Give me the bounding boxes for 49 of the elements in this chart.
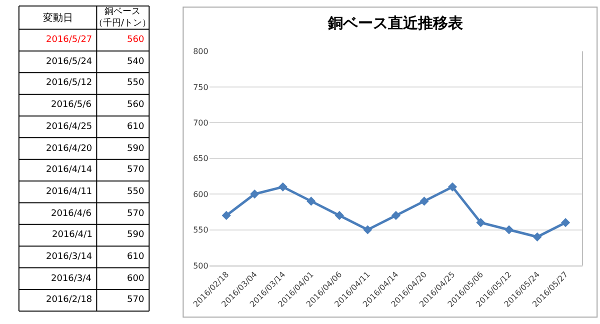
y-tick-label: 700 (193, 118, 208, 128)
text: 変動日 (43, 12, 73, 24)
text: 540 (127, 57, 144, 67)
text: 2016/5/27 (46, 35, 92, 45)
y-tick-label: 550 (193, 226, 208, 235)
text: 2016/4/1 (52, 230, 92, 240)
point (306, 196, 316, 206)
point (278, 182, 288, 192)
text: 2016/5/24 (46, 57, 92, 67)
text: 銅ベース（千円/トン） (94, 6, 152, 29)
text: 570 (127, 295, 144, 305)
point (448, 182, 458, 192)
text: 2016/5/12 (46, 78, 92, 88)
text: 570 (127, 165, 144, 175)
y-tick-label: 500 (193, 261, 208, 270)
text: 2016/3/14 (46, 252, 92, 262)
text: 570 (127, 209, 144, 219)
text: 2016/5/6 (51, 100, 92, 110)
point (334, 210, 344, 220)
chart-title: 銅ベース直近推移表 (327, 14, 464, 32)
text: 560 (127, 100, 144, 110)
text: 2016/2/18 (46, 295, 92, 305)
text: 2016/4/14 (46, 165, 92, 175)
text: 590 (127, 144, 144, 154)
y-tick-label: 650 (193, 154, 208, 164)
text: 590 (127, 230, 144, 240)
point (420, 196, 429, 206)
text: 550 (127, 78, 144, 88)
text: 2016/4/20 (46, 144, 92, 154)
y-tick-label: 600 (193, 190, 208, 199)
text: 560 (127, 35, 144, 45)
point (504, 225, 514, 234)
point (222, 210, 231, 220)
y-tick-label: 750 (193, 82, 208, 92)
text: 2016/4/6 (51, 209, 92, 219)
text: 600 (127, 274, 144, 284)
y-tick-label: 800 (193, 47, 208, 56)
point (476, 218, 486, 228)
point (391, 210, 400, 220)
text: 610 (127, 252, 144, 262)
point (363, 225, 372, 234)
point (250, 190, 260, 199)
text: 2016/4/11 (46, 187, 92, 197)
point (532, 232, 542, 242)
point (561, 218, 570, 228)
text: 2016/4/25 (46, 122, 92, 132)
text: 550 (127, 187, 144, 197)
text: 2016/3/4 (51, 274, 92, 284)
text: 610 (127, 122, 144, 132)
